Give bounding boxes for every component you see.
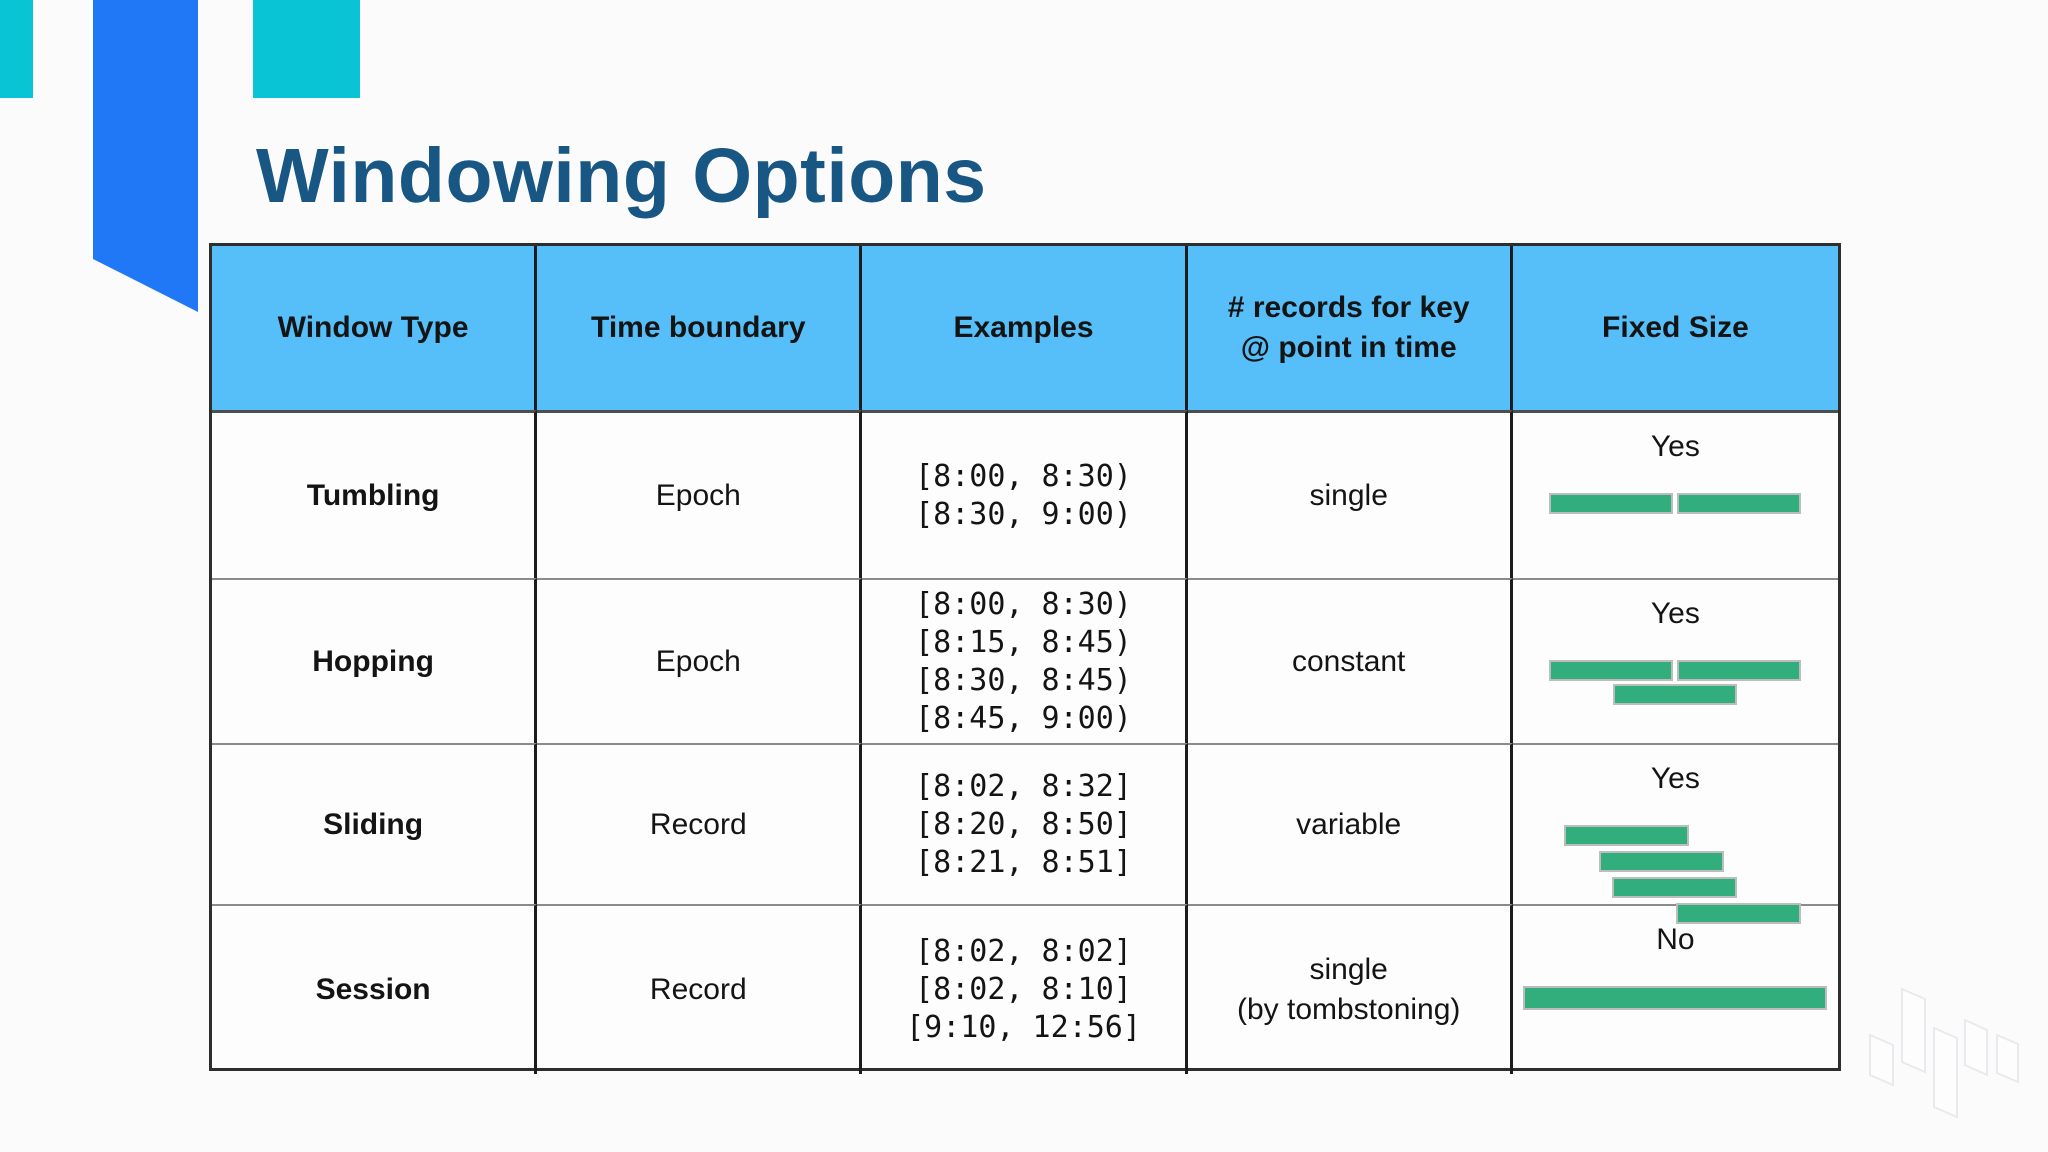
session-examples-cell: [8:02, 8:02] [8:02, 8:10] [9:10, 12:56] <box>862 904 1188 1074</box>
column-header-records-for-key: # records for key @ point in time <box>1187 246 1513 410</box>
hopping-window-type-cell: Hopping <box>212 578 538 743</box>
window-bar <box>1677 493 1802 514</box>
window-bar <box>1677 660 1802 681</box>
hopping-fixed-size-label: Yes <box>1650 597 1700 630</box>
sliding-window-diagram <box>1549 825 1802 924</box>
sliding-time-boundary-cell: Record <box>537 743 863 904</box>
sliding-examples-cell: [8:02, 8:32] [8:20, 8:50] [8:21, 8:51] <box>862 743 1188 904</box>
window-bar <box>1549 493 1674 514</box>
column-header-fixed-size: Fixed Size <box>1512 246 1838 410</box>
page-title: Windowing Options <box>256 132 987 219</box>
window-bar <box>1612 877 1738 898</box>
tumbling-fixed-size-label: Yes <box>1650 430 1700 463</box>
session-fixed-size-cell: No <box>1512 904 1838 1074</box>
window-bar <box>1549 660 1674 681</box>
window-bar <box>1564 825 1690 846</box>
session-records-cell: single (by tombstoning) <box>1187 904 1513 1074</box>
sliding-fixed-size-label: Yes <box>1650 762 1700 795</box>
column-header-examples: Examples <box>862 246 1188 410</box>
sliding-window-type-cell: Sliding <box>212 743 538 904</box>
session-window-type-cell: Session <box>212 904 538 1074</box>
tumbling-window-type-cell: Tumbling <box>212 410 538 578</box>
column-header-time-boundary: Time boundary <box>537 246 863 410</box>
tumbling-window-diagram <box>1549 493 1802 515</box>
hopping-time-boundary-cell: Epoch <box>537 578 863 743</box>
window-bar <box>1523 986 1828 1010</box>
hopping-fixed-size-cell: Yes <box>1512 578 1838 743</box>
tumbling-time-boundary-cell: Epoch <box>537 410 863 578</box>
session-window-diagram <box>1523 986 1828 1010</box>
column-header-window-type: Window Type <box>212 246 538 410</box>
window-bar <box>1676 903 1802 924</box>
hopping-window-diagram <box>1549 660 1802 706</box>
sliding-records-cell: variable <box>1187 743 1513 904</box>
window-bar <box>1599 851 1725 872</box>
hopping-examples-cell: [8:00, 8:30) [8:15, 8:45) [8:30, 8:45) [… <box>862 578 1188 743</box>
decor-cyan-square <box>253 0 360 98</box>
windowing-options-table: Window Type Time boundary Examples # rec… <box>209 243 1841 1074</box>
session-fixed-size-label: No <box>1656 923 1695 956</box>
tumbling-records-cell: single <box>1187 410 1513 578</box>
decor-blue-banner <box>93 0 198 312</box>
tumbling-fixed-size-cell: Yes <box>1512 410 1838 578</box>
session-time-boundary-cell: Record <box>537 904 863 1074</box>
hopping-records-cell: constant <box>1187 578 1513 743</box>
sliding-fixed-size-cell: Yes <box>1512 743 1838 924</box>
window-bar <box>1613 684 1738 705</box>
decor-cyan-bar <box>0 0 33 98</box>
soundwave-bars-logo-icon <box>1869 987 2019 1119</box>
tumbling-examples-cell: [8:00, 8:30) [8:30, 9:00) <box>862 410 1188 578</box>
